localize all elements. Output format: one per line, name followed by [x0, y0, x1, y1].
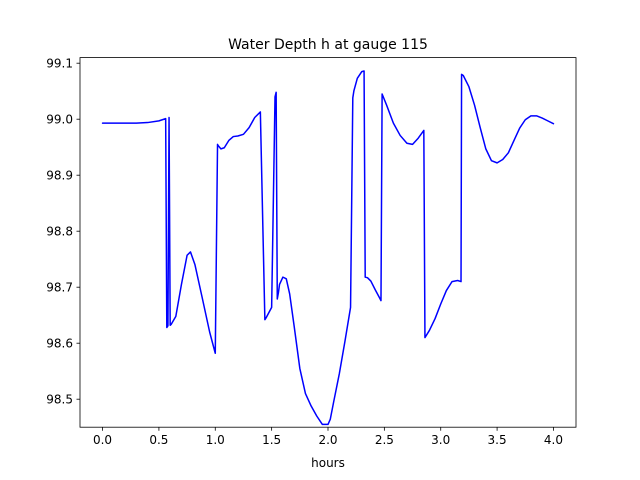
- x-tick-label: 1.5: [262, 433, 281, 447]
- x-tick-label: 2.5: [375, 433, 394, 447]
- y-tick-label: 98.9: [46, 169, 73, 183]
- x-axis-label: hours: [311, 456, 345, 470]
- x-tick-label: 3.0: [431, 433, 450, 447]
- y-tick-label: 98.5: [46, 393, 73, 407]
- x-tick-label: 0.5: [149, 433, 168, 447]
- series-line-0: [101, 70, 555, 426]
- y-tick-label: 98.7: [46, 281, 73, 295]
- x-tick-label: 0.0: [93, 433, 112, 447]
- y-tick-label: 98.6: [46, 337, 73, 351]
- x-tick-label: 1.0: [206, 433, 225, 447]
- x-tick-label: 3.5: [488, 433, 507, 447]
- x-tick-label: 4.0: [544, 433, 563, 447]
- y-tick-label: 98.8: [46, 225, 73, 239]
- x-axis: 0.0 0.5 1.0 1.5 2.0 2.5 3.0 3.5 4.0: [93, 427, 563, 447]
- y-axis: 98.5 98.6 98.7 98.8 98.9 99.0 99.1: [46, 57, 80, 407]
- x-tick-label: 2.0: [318, 433, 337, 447]
- y-tick-label: 99.0: [46, 113, 73, 127]
- y-tick-label: 99.1: [46, 57, 73, 71]
- chart-title: Water Depth h at gauge 115: [228, 37, 428, 53]
